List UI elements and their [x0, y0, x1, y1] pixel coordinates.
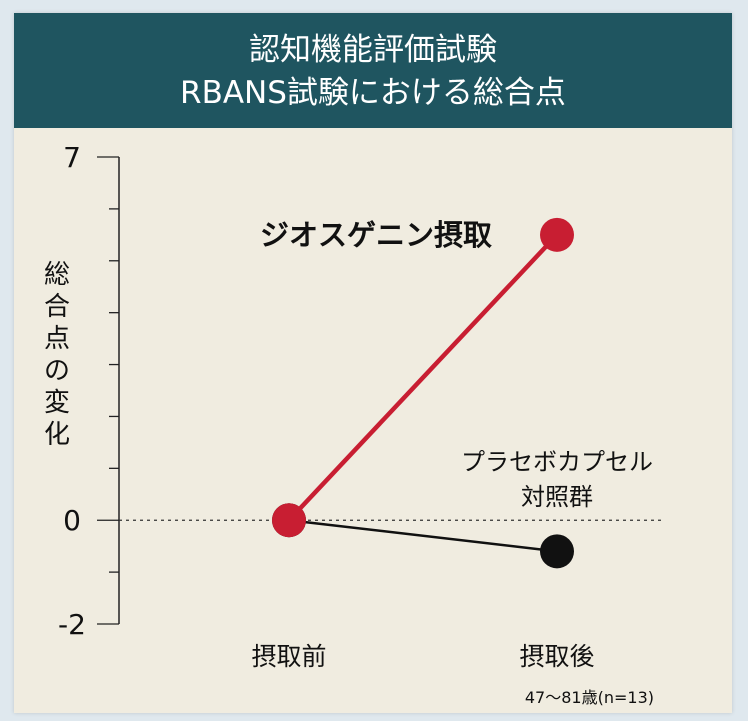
title-banner: 認知機能評価試験 RBANS試験における総合点 — [14, 13, 732, 128]
chart-panel: 認知機能評価試験 RBANS試験における総合点 -2 0 7 総合点の変化摂取前 摂取後… — [14, 13, 732, 713]
series-label-placebo-suffix: 対照群 — [521, 483, 593, 511]
y-axis-label-char: 点 — [44, 324, 70, 354]
data-point — [272, 503, 306, 538]
y-tick-label: -2 — [58, 608, 86, 641]
y-tick-label: 7 — [63, 141, 81, 174]
series-line — [288, 518, 558, 553]
y-axis-label-char: 合 — [44, 292, 70, 322]
y-axis-label-char: 総 — [44, 260, 70, 290]
series-line — [287, 233, 559, 522]
chart-subtitle: RBANS試験における総合点 — [180, 75, 566, 111]
x-category-label: 摂取後 — [519, 642, 594, 671]
series-label-diosgenin: ジオスゲニン摂取 — [260, 218, 492, 252]
footnote: 47〜81歳(n=13) — [525, 688, 654, 707]
y-axis-label-char: の — [44, 356, 70, 386]
y-tick-label: 0 — [63, 504, 81, 537]
data-point — [540, 534, 574, 569]
y-axis-label-char: 変 — [44, 388, 70, 418]
y-axis-label-char: 化 — [44, 420, 70, 450]
data-point — [540, 217, 574, 252]
chart-title: 認知機能評価試験 — [249, 32, 497, 68]
series-label-placebo: プラセボカプセル — [461, 448, 653, 476]
x-category-label: 摂取前 — [251, 642, 326, 671]
